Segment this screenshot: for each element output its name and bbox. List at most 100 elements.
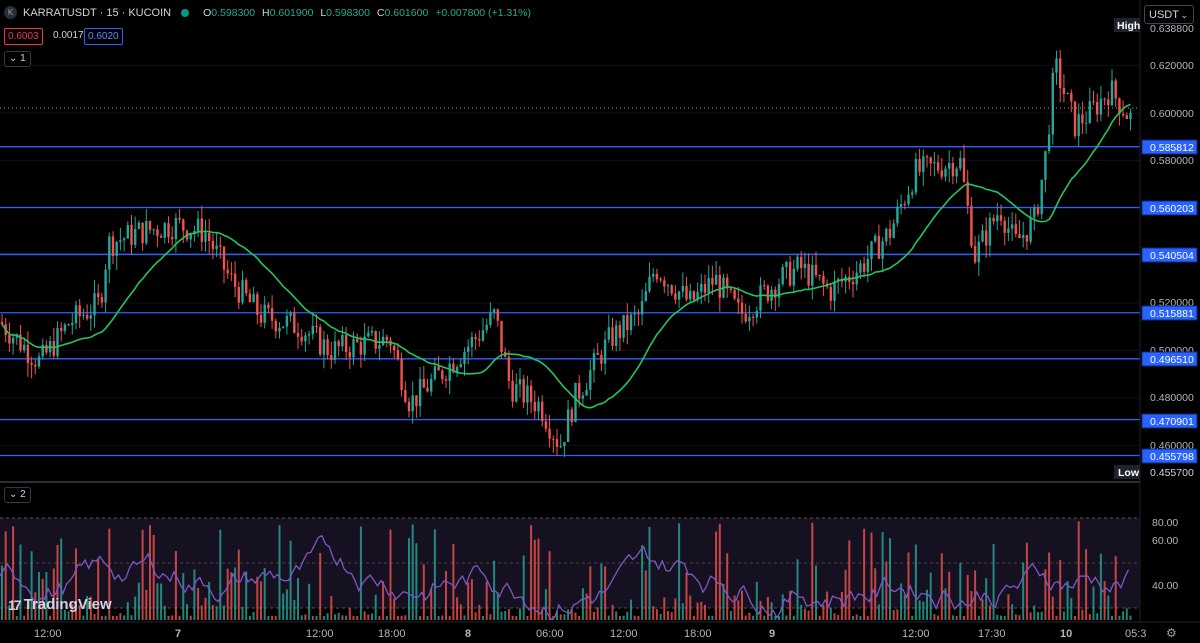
pane-2-collapse-button[interactable]: ⌄ 2 xyxy=(4,487,31,503)
volume-bar xyxy=(626,611,629,620)
candle-body xyxy=(452,363,455,373)
volume-bar xyxy=(337,612,340,620)
candle-body xyxy=(1010,224,1014,229)
volume-bar xyxy=(918,600,921,620)
volume-bar xyxy=(1011,604,1014,620)
volume-bar xyxy=(977,615,980,620)
candlesticks xyxy=(0,49,1132,457)
candle-body xyxy=(378,345,381,349)
volume-bar xyxy=(519,608,521,620)
candle-body xyxy=(1129,112,1132,120)
volume-bar xyxy=(959,562,962,620)
volume-bar xyxy=(707,615,710,620)
volume-bar xyxy=(863,528,866,620)
pane-1-collapse-button[interactable]: ⌄ 1 xyxy=(4,51,31,67)
volume-bar xyxy=(200,605,203,620)
volume-bar xyxy=(533,539,536,620)
candle-body xyxy=(319,327,322,355)
volume-bar xyxy=(334,614,336,620)
candle-body xyxy=(1103,98,1106,100)
candle-body xyxy=(933,162,936,164)
candle-body xyxy=(766,285,770,301)
candle-body xyxy=(341,334,344,347)
candle-body xyxy=(733,289,736,299)
volume-bar xyxy=(260,581,262,620)
candle-body xyxy=(800,256,803,269)
candle-body xyxy=(293,312,296,333)
volume-bar xyxy=(844,569,847,620)
candle-body xyxy=(966,181,969,206)
volume-bar xyxy=(115,615,118,620)
volume-bar xyxy=(41,578,44,620)
volume-bar xyxy=(770,602,773,620)
candle-body xyxy=(400,359,403,391)
gear-icon[interactable]: ⚙ xyxy=(1166,626,1177,640)
tradingview-logo[interactable]: 17 TradingView xyxy=(8,596,112,613)
currency-dropdown[interactable]: USDT ⌄ xyxy=(1144,5,1194,24)
volume-bar xyxy=(130,615,133,620)
volume-bar xyxy=(766,596,769,620)
level-label: 0.540504 xyxy=(1141,247,1198,263)
svg-text:0.560203: 0.560203 xyxy=(1150,203,1194,215)
candle-body xyxy=(666,285,670,287)
candle-body xyxy=(677,291,681,300)
buy-price-button[interactable]: 0.6020 xyxy=(84,28,123,45)
volume-bar xyxy=(1029,612,1032,620)
volume-bar xyxy=(748,612,751,620)
volume-bar xyxy=(792,615,795,620)
candle-body xyxy=(174,218,178,240)
volume-bar xyxy=(648,526,651,620)
volume-bar xyxy=(718,523,721,620)
volume-bar xyxy=(467,582,470,620)
volume-bar xyxy=(274,615,277,620)
volume-bar xyxy=(433,529,436,620)
candle-body xyxy=(193,230,196,234)
candle-body xyxy=(1047,134,1051,152)
volume-bar xyxy=(937,615,940,620)
volume-bar xyxy=(948,571,951,620)
volume-bar xyxy=(667,610,669,620)
candle-body xyxy=(311,325,314,335)
volume-bar xyxy=(674,598,677,620)
candle-body xyxy=(973,246,977,263)
volume-bar xyxy=(319,552,322,620)
candle-body xyxy=(326,339,329,355)
volume-bar xyxy=(644,570,647,620)
time-label: 12:00 xyxy=(306,628,334,640)
volume-bar xyxy=(56,544,59,620)
volume-bar xyxy=(966,574,969,620)
candle-body xyxy=(899,204,903,207)
volume-bar xyxy=(1125,608,1128,620)
symbol-legend[interactable]: K KARRATUSDT · 15 · KUCOIN O0.598300 H0.… xyxy=(4,6,535,19)
volume-bar xyxy=(359,526,362,620)
symbol-title[interactable]: KARRATUSDT · 15 · KUCOIN xyxy=(23,6,172,19)
candle-body xyxy=(711,278,714,285)
volume-bar xyxy=(478,604,481,620)
candle-body xyxy=(507,356,511,381)
candle-body xyxy=(289,312,292,316)
volume-bar xyxy=(678,523,681,620)
candle-body xyxy=(459,364,462,367)
time-label: 18:00 xyxy=(378,628,406,640)
volume-bar xyxy=(877,604,880,620)
candle-body xyxy=(219,245,222,247)
candle-body xyxy=(45,344,48,353)
candle-body xyxy=(167,223,170,238)
volume-bar xyxy=(149,525,151,620)
sell-price-button[interactable]: 0.6003 xyxy=(4,28,43,45)
volume-bar xyxy=(1081,609,1084,620)
candle-body xyxy=(877,235,881,259)
volume-bar xyxy=(955,615,958,620)
volume-bar xyxy=(441,615,444,620)
candle-body xyxy=(1096,101,1099,115)
volume-bar xyxy=(781,594,784,620)
candle-body xyxy=(936,162,940,171)
volume-bar xyxy=(711,615,714,620)
volume-bar xyxy=(470,579,473,620)
volume-bar xyxy=(86,595,89,620)
candle-body xyxy=(130,224,133,245)
candle-body xyxy=(430,378,433,392)
volume-bar xyxy=(692,615,695,620)
